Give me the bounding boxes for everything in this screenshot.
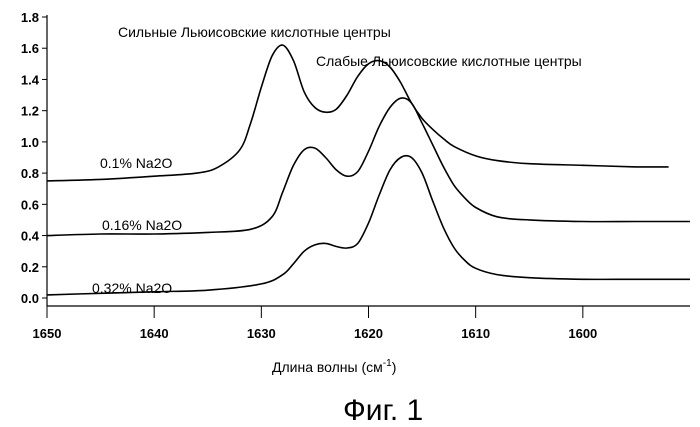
y-tick-label: 0.0 <box>21 291 39 306</box>
y-tick-label: 1.8 <box>21 10 39 25</box>
x-axis-label-close: ) <box>392 359 397 375</box>
series-label-0.32: 0.32% Na2O <box>92 280 172 296</box>
x-tick-label: 1640 <box>140 326 169 341</box>
x-ticks: 1650 1640 1630 1620 1610 1600 <box>33 306 598 341</box>
y-tick-label: 1.4 <box>21 72 40 87</box>
x-axis-label-main: Длина волны (см <box>272 359 383 375</box>
series-label-0.16: 0.16% Na2O <box>102 217 182 233</box>
x-axis-label: Длина волны (см-1) <box>272 358 396 375</box>
x-tick-label: 1620 <box>354 326 383 341</box>
x-tick-label: 1630 <box>247 326 276 341</box>
annotation-strong-lewis: Сильные Льюисовские кислотные центры <box>118 24 391 40</box>
y-tick-label: 1.2 <box>21 104 39 119</box>
y-tick-label: 0.8 <box>21 166 39 181</box>
figure-caption: Фиг. 1 <box>343 394 423 427</box>
x-tick-label: 1600 <box>568 326 597 341</box>
y-tick-label: 0.2 <box>21 260 39 275</box>
y-ticks: 0.0 0.2 0.4 0.6 0.8 1.0 1.2 1.4 1.6 1.8 <box>21 10 47 306</box>
series-label-0.1: 0.1% Na2O <box>100 155 172 171</box>
y-tick-label: 0.6 <box>21 197 39 212</box>
y-tick-label: 1.6 <box>21 41 39 56</box>
annotation-weak-lewis: Слабые Льюисовские кислотные центры <box>316 53 582 69</box>
y-tick-label: 1.0 <box>21 135 39 150</box>
x-tick-label: 1610 <box>461 326 490 341</box>
y-tick-label: 0.4 <box>21 229 40 244</box>
x-tick-label: 1650 <box>33 326 62 341</box>
